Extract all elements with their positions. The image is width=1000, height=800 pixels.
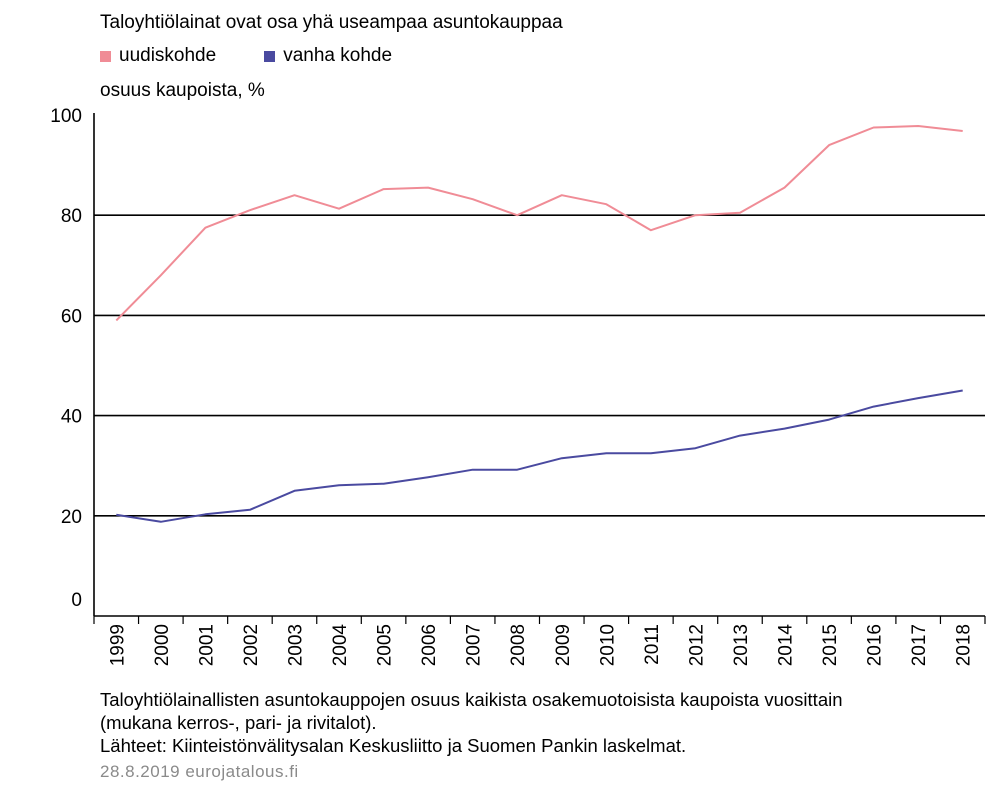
x-tick-label-2002: 2002 bbox=[241, 624, 262, 666]
chart-title: Taloyhtiölainat ovat osa yhä useampaa as… bbox=[100, 12, 563, 33]
x-tick-label-2011: 2011 bbox=[642, 624, 663, 665]
note-line-1: Taloyhtiölainallisten asuntokauppojen os… bbox=[100, 689, 843, 710]
x-tick-label-2003: 2003 bbox=[285, 624, 306, 666]
x-tick-label-2009: 2009 bbox=[553, 624, 574, 666]
x-tick-label-2013: 2013 bbox=[731, 624, 752, 666]
legend-label-vanha-kohde: vanha kohde bbox=[283, 45, 393, 66]
y-tick-label-20: 20 bbox=[61, 507, 82, 528]
x-tick-label-2010: 2010 bbox=[597, 624, 618, 666]
legend-swatch-vanha-kohde bbox=[264, 50, 276, 62]
credit-line: 28.8.2019 eurojatalous.fi bbox=[100, 762, 299, 781]
chart-note: Taloyhtiölainallisten asuntokauppojen os… bbox=[100, 688, 980, 757]
x-tick-label-2001: 2001 bbox=[196, 624, 217, 666]
x-tick-label-2008: 2008 bbox=[508, 624, 529, 666]
series-line-vanha-kohde bbox=[116, 389, 963, 523]
y-tick-label-40: 40 bbox=[61, 407, 82, 428]
legend-label-uudiskohde: uudiskohde bbox=[119, 45, 217, 66]
x-tick-label-2005: 2005 bbox=[375, 624, 396, 666]
legend: uudiskohde vanha kohde bbox=[100, 45, 440, 67]
x-tick-label-2015: 2015 bbox=[820, 624, 841, 666]
x-tick-label-2018: 2018 bbox=[954, 624, 975, 666]
note-line-3: Lähteet: Kiinteistönvälitysalan Keskusli… bbox=[100, 735, 687, 756]
x-tick-label-2004: 2004 bbox=[330, 624, 351, 667]
x-tick-label-2016: 2016 bbox=[865, 624, 886, 666]
x-tick-label-2012: 2012 bbox=[686, 624, 707, 666]
x-tick-label-2017: 2017 bbox=[909, 624, 930, 666]
x-tick-label-1999: 1999 bbox=[107, 624, 128, 666]
series-line-uudiskohde bbox=[115, 125, 963, 322]
x-tick-label-2000: 2000 bbox=[152, 624, 173, 666]
y-tick-label-60: 60 bbox=[61, 306, 82, 327]
legend-item-vanha-kohde: vanha kohde bbox=[264, 45, 392, 67]
y-tick-label-100: 100 bbox=[50, 106, 82, 127]
y-axis-label: osuus kaupoista, % bbox=[100, 80, 265, 101]
note-line-2: (mukana kerros-, pari- ja rivitalot). bbox=[100, 712, 377, 733]
y-tick-label-80: 80 bbox=[61, 206, 82, 227]
y-tick-label-0: 0 bbox=[71, 590, 82, 611]
line-chart: 0 20 40 60 80 100 1999 2000 2001 2002 2003 2004 2005… bbox=[50, 106, 986, 667]
legend-swatch-uudiskohde bbox=[100, 50, 111, 62]
legend-item-uudiskohde: uudiskohde bbox=[100, 45, 216, 67]
x-tick-label-2006: 2006 bbox=[419, 624, 440, 666]
x-tick-label-2014: 2014 bbox=[776, 624, 797, 667]
x-tick-label-2007: 2007 bbox=[464, 624, 485, 666]
